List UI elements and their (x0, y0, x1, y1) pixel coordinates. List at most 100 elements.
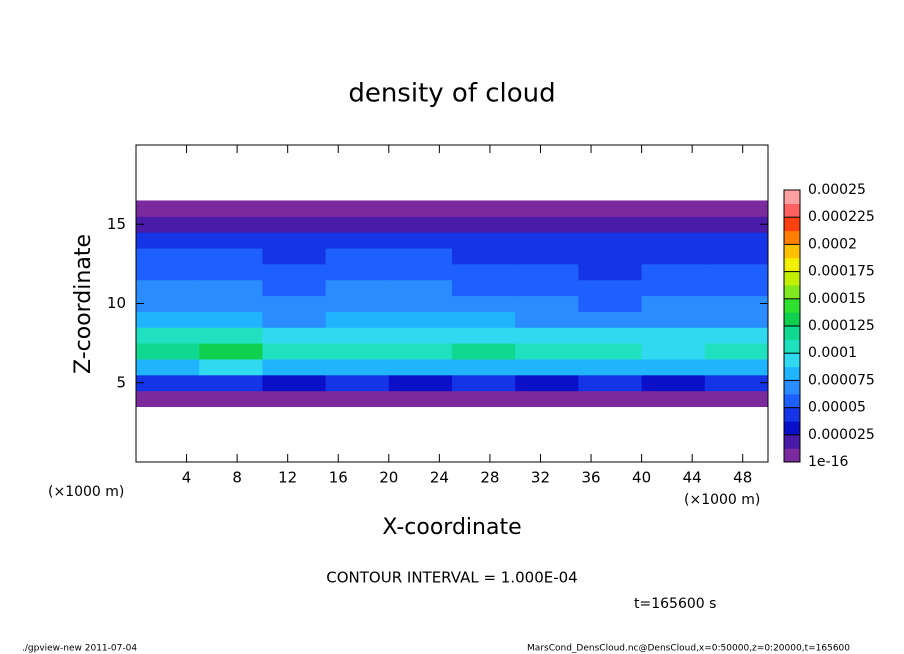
heat-cell (199, 232, 263, 249)
colorbar-swatch (784, 339, 800, 354)
heat-cell (641, 311, 706, 328)
colorbar-swatch (784, 244, 800, 259)
colorbar-label: 0.000225 (808, 209, 875, 225)
heat-cell (262, 295, 327, 312)
x-tick-label: 32 (531, 469, 550, 487)
heat-cell (199, 343, 263, 360)
heat-cell (704, 263, 769, 281)
heat-cell (452, 374, 516, 392)
heat-cell (262, 200, 327, 217)
heat-cell (452, 311, 516, 328)
heat-cell (704, 327, 769, 344)
heat-cell (515, 358, 579, 376)
heat-cell (325, 311, 390, 328)
colorbar-swatch (784, 298, 800, 313)
colorbar-label: 0.000025 (808, 427, 875, 443)
heat-cell (452, 343, 516, 360)
heat-cell (325, 200, 390, 217)
heat-cell (578, 200, 643, 217)
x-tick-label: 28 (480, 469, 499, 487)
y-unit: (×1000 m) (48, 484, 124, 500)
heat-cell (199, 327, 263, 344)
colorbar-swatch (784, 312, 800, 327)
heat-cell (388, 200, 453, 217)
heat-cell (704, 216, 769, 233)
heat-cell (515, 200, 579, 217)
heat-cell (388, 327, 453, 344)
heat-cell (388, 343, 453, 360)
colorbar-label: 0.000175 (808, 264, 875, 280)
y-tick-label: 5 (116, 373, 126, 391)
heat-cell (704, 374, 769, 392)
heat-cell (262, 248, 327, 265)
colorbar-label: 0.0002 (808, 236, 857, 252)
x-tick-label: 16 (329, 469, 348, 487)
heat-cell (325, 263, 390, 281)
heat-cell (262, 343, 327, 360)
heat-cell (641, 216, 706, 233)
heat-cell (452, 200, 516, 217)
heat-cell (262, 279, 327, 297)
y-tick-label: 10 (107, 294, 126, 312)
heat-cell (136, 374, 200, 392)
heat-cell (641, 248, 706, 265)
colorbar-label: 0.000125 (808, 318, 875, 334)
heat-cell (388, 232, 453, 249)
heat-cell (578, 374, 643, 392)
heat-cell (704, 311, 769, 328)
heat-cell (578, 248, 643, 265)
heat-cell (388, 358, 453, 376)
heat-cell (199, 311, 263, 328)
heat-cell (325, 358, 390, 376)
colorbar-label: 0.000075 (808, 372, 875, 388)
x-tick-label: 44 (683, 469, 702, 487)
heat-cell (515, 343, 579, 360)
colorbar-swatch (784, 434, 800, 449)
heat-cell (388, 216, 453, 233)
heat-cell (136, 216, 200, 233)
heat-cell (578, 295, 643, 312)
heat-cell (325, 216, 390, 233)
heat-cell (515, 216, 579, 233)
colorbar-swatch (784, 190, 800, 204)
heat-cell (704, 232, 769, 249)
heat-cell (136, 263, 200, 281)
heat-cell (199, 358, 263, 376)
heat-cell (262, 216, 327, 233)
heat-cell (515, 279, 579, 297)
heat-cell (641, 279, 706, 297)
heat-cell (388, 374, 453, 392)
heat-cell (452, 216, 516, 233)
x-tick-label: 12 (278, 469, 297, 487)
time-label: t=165600 s (634, 596, 716, 612)
x-tick-label: 40 (632, 469, 651, 487)
colorbar-label: 0.00015 (808, 291, 866, 307)
heat-cell (136, 232, 200, 249)
heat-cell (641, 327, 706, 344)
heat-cell (515, 390, 579, 408)
heat-cell (515, 327, 579, 344)
heat-cell (325, 279, 390, 297)
heat-cell (704, 279, 769, 297)
heat-cell (325, 248, 390, 265)
colorbar-swatch (784, 353, 800, 368)
colorbar-swatch (784, 271, 800, 286)
heat-cell (641, 200, 706, 217)
heat-cell (136, 311, 200, 328)
colorbar-swatch (784, 203, 800, 218)
heat-cell (452, 390, 516, 408)
y-tick-label: 15 (107, 215, 126, 233)
heat-cell (199, 216, 263, 233)
colorbar-swatch (784, 366, 800, 381)
colorbar-swatch (784, 394, 800, 408)
heat-cell (262, 263, 327, 281)
heat-cell (641, 295, 706, 312)
heat-cell (704, 248, 769, 265)
colorbar-swatch (784, 217, 800, 232)
heat-cell (136, 327, 200, 344)
heat-cell (325, 327, 390, 344)
heat-cell (199, 295, 263, 312)
y-axis-label: Z-coordinate (71, 234, 96, 374)
colorbar-swatch (784, 421, 800, 436)
